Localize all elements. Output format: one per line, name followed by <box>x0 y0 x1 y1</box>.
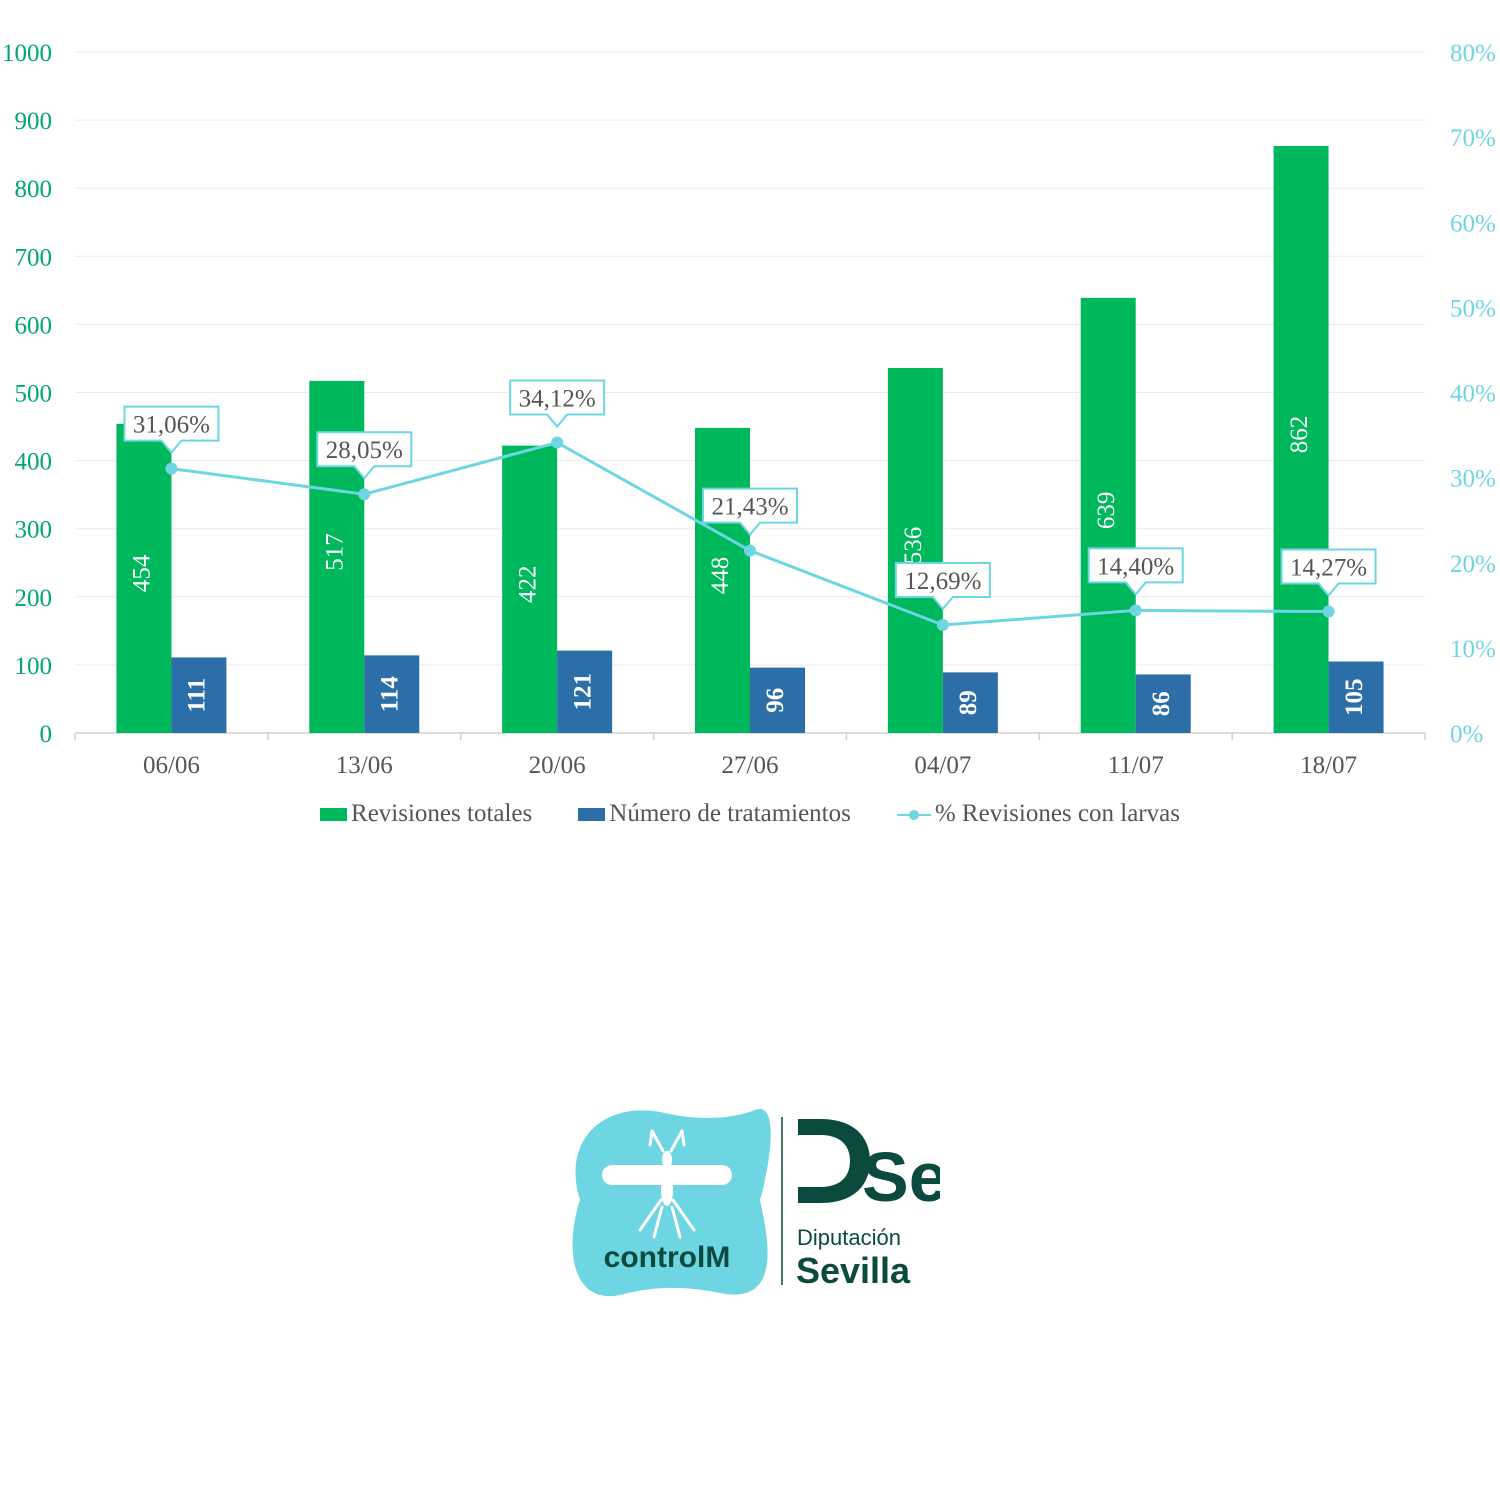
legend-label-tratamientos: Número de tratamientos <box>609 800 851 827</box>
legend-swatch-larvas <box>896 808 931 821</box>
point-label-larvas: 28,05% <box>326 437 403 464</box>
bar-revisiones <box>116 423 172 733</box>
x-tick-label: 13/06 <box>336 752 393 779</box>
bar-label-tratamientos: 121 <box>569 673 596 711</box>
point-label-larvas: 34,12% <box>519 386 596 413</box>
y-left-tick-label: 700 <box>15 244 53 271</box>
mosquito-icon <box>602 1129 732 1239</box>
y-right-tick-label: 30% <box>1450 466 1496 493</box>
legend-item-tratamientos: Número de tratamientos <box>578 800 851 828</box>
combo-chart: 0 100 200 300 400 500 600 700 800 900 1000 0% 10% 20%… <box>2 40 1496 779</box>
point-larvas <box>551 436 564 449</box>
bar-label-tratamientos: 114 <box>377 676 404 713</box>
sevilla-wordmark: Sevilla <box>796 1250 911 1291</box>
legend-swatch-revisiones <box>320 807 348 821</box>
x-tick-label: 11/07 <box>1108 752 1164 779</box>
bar-label-tratamientos: 105 <box>1341 678 1368 716</box>
y-left-tick-label: 900 <box>15 108 53 135</box>
point-larvas <box>744 544 756 557</box>
bar-revisiones <box>502 445 558 733</box>
y-right-tick-label: 20% <box>1450 551 1496 578</box>
legend-swatch-tratamientos <box>578 807 606 821</box>
controlm-logo: controlM <box>572 1108 771 1297</box>
bar-label-revisiones: 517 <box>322 533 349 571</box>
callout-box <box>316 431 413 480</box>
bar-label-revisiones: 454 <box>129 554 156 592</box>
bar-revisiones <box>887 367 943 733</box>
callout-box <box>894 561 991 611</box>
bar-revisiones <box>1080 297 1136 733</box>
y-left-tick-label: 600 <box>15 312 53 339</box>
callout-box <box>702 487 798 537</box>
y-left-tick-label: 0 <box>40 721 53 748</box>
bar-label-tratamientos: 111 <box>184 678 211 713</box>
point-larvas <box>358 488 371 501</box>
chart-legend: Revisiones totales Número de tratamiento… <box>0 800 1500 828</box>
x-tick-label: 27/06 <box>722 752 779 779</box>
x-tick-label: 06/06 <box>143 752 200 779</box>
y-left-tick-label: 400 <box>15 449 53 476</box>
point-larvas <box>1322 605 1335 618</box>
y-left-tick-label: 300 <box>15 517 53 544</box>
legend-label-larvas: % Revisiones con larvas <box>934 800 1180 827</box>
bar-label-revisiones: 862 <box>1286 416 1313 454</box>
x-tick-label: 04/07 <box>914 752 971 779</box>
y-right-tick-label: 50% <box>1450 295 1496 322</box>
x-tick-label: 20/06 <box>529 752 586 779</box>
point-label-larvas: 31,06% <box>133 412 210 439</box>
bar-tratamientos <box>557 650 613 733</box>
y-right-tick-label: 0% <box>1450 721 1483 748</box>
bar-label-revisiones: 422 <box>514 566 541 604</box>
legend-label-revisiones: Revisiones totales <box>351 800 533 827</box>
dse-d-mark <box>798 1119 870 1203</box>
bar-label-revisiones: 639 <box>1093 492 1120 530</box>
callout-box <box>1087 547 1184 596</box>
y-left-tick-label: 1000 <box>2 40 52 67</box>
bar-tratamientos <box>942 672 998 733</box>
legend-item-revisiones: Revisiones totales <box>320 800 532 828</box>
bar-label-tratamientos: 89 <box>955 690 982 715</box>
diputacion-sevilla-logo: Se Diputación Sevilla <box>796 1119 940 1291</box>
point-label-larvas: 14,27% <box>1290 555 1367 582</box>
bar-tratamientos <box>171 657 227 733</box>
controlm-blob <box>572 1108 771 1297</box>
legend-item-larvas: % Revisiones con larvas <box>896 800 1180 828</box>
y-left-tick-label: 500 <box>15 381 53 408</box>
dse-se-mark: Se <box>862 1138 940 1216</box>
y-right-tick-label: 10% <box>1450 636 1496 663</box>
bar-tratamientos <box>750 667 805 733</box>
bar-revisiones <box>695 427 750 733</box>
point-label-larvas: 21,43% <box>711 494 788 521</box>
callout-box <box>1280 548 1377 598</box>
y-left-tick-label: 100 <box>15 653 53 680</box>
bar-label-tratamientos: 86 <box>1148 691 1175 716</box>
diputacion-wordmark: Diputación <box>797 1225 901 1250</box>
y-left-tick-label: 800 <box>15 176 53 203</box>
callout-box <box>509 379 606 429</box>
y-left-tick-label: 200 <box>15 585 53 612</box>
point-larvas <box>1129 604 1142 617</box>
bar-label-tratamientos: 96 <box>762 688 789 713</box>
point-label-larvas: 12,69% <box>904 568 981 595</box>
logos: controlM Se Diputación Sevilla <box>572 1108 940 1297</box>
point-larvas <box>936 618 949 631</box>
y-right-tick-label: 80% <box>1450 40 1496 67</box>
callout-box <box>123 405 220 455</box>
bar-label-revisiones: 448 <box>707 557 734 595</box>
x-tick-label: 18/07 <box>1300 752 1357 779</box>
y-right-tick-label: 60% <box>1450 210 1496 237</box>
bar-label-revisiones: 536 <box>900 527 927 565</box>
bar-tratamientos <box>1328 661 1384 733</box>
y-right-tick-label: 40% <box>1450 381 1496 408</box>
y-right-tick-label: 70% <box>1450 125 1496 152</box>
point-larvas <box>165 462 178 475</box>
bar-tratamientos <box>1135 674 1191 733</box>
point-label-larvas: 14,40% <box>1097 553 1174 580</box>
bar-tratamientos <box>364 655 420 733</box>
bar-revisiones <box>1273 145 1329 733</box>
controlm-wordmark: controlM <box>604 1241 731 1274</box>
